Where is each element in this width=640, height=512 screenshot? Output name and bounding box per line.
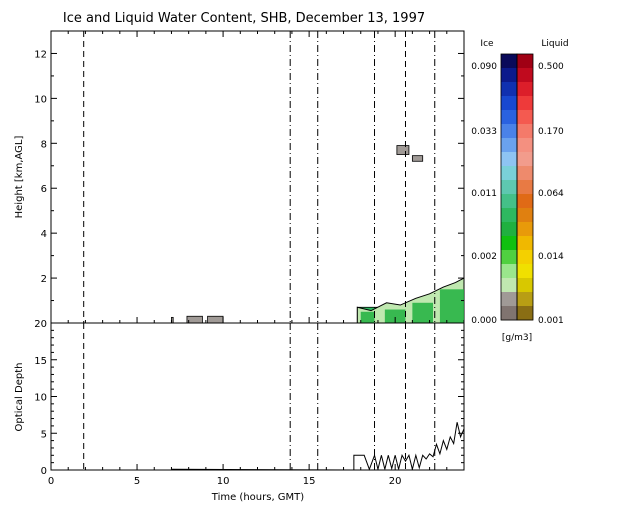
color-swatch (501, 306, 517, 321)
ice-scale-label: 0.033 (471, 127, 497, 137)
low-cloud-layer (356, 277, 465, 324)
color-swatch (517, 292, 533, 307)
color-swatch (501, 152, 517, 167)
color-swatch (517, 222, 533, 237)
liquid-cloud-patch (439, 289, 464, 323)
height-tick-label: 4 (41, 229, 47, 240)
water-content-plot-area (50, 30, 465, 324)
ice-scale-label: 0.090 (471, 62, 497, 72)
liquid-colorbar-title: Liquid (541, 39, 568, 49)
color-swatch (501, 68, 517, 83)
liquid-scale-label: 0.500 (538, 62, 564, 72)
color-swatch (517, 110, 533, 125)
time-axis-label: Time (hours, GMT) (211, 492, 305, 503)
color-swatch (501, 292, 517, 307)
cloud-region-ice (207, 315, 224, 324)
color-swatch (501, 54, 517, 69)
color-swatch (501, 194, 517, 209)
liquid-cloud-patch (360, 311, 375, 323)
height-tick-label: 8 (41, 139, 47, 150)
time-tick-label: 5 (134, 476, 140, 487)
color-swatch (501, 222, 517, 237)
color-swatch (517, 54, 533, 69)
color-swatch (517, 138, 533, 153)
water-content-panel: 2 4 6 8 10 12 Height [km,AGL] (14, 30, 465, 324)
color-swatch (517, 264, 533, 279)
time-tick-label: 10 (217, 476, 230, 487)
ice-scale-label: 0.002 (471, 252, 497, 262)
height-axis-label: Height [km,AGL] (14, 136, 25, 219)
cloud-region-ice (186, 315, 203, 324)
optical-depth-tick-label: 15 (34, 356, 47, 367)
color-swatch (517, 278, 533, 293)
liquid-scale-label: 0.001 (538, 316, 564, 326)
optical-depth-tick-label: 20 (34, 319, 47, 330)
optical-depth-line (51, 422, 465, 471)
color-swatch (501, 278, 517, 293)
color-swatch (517, 236, 533, 251)
liquid-colorbar-frame (516, 53, 534, 321)
color-swatch (501, 166, 517, 181)
color-swatch (517, 194, 533, 209)
optical-depth-ticks: 0 5 10 15 20 (34, 319, 464, 477)
optical-depth-tick-label: 10 (34, 393, 47, 404)
color-swatch (501, 124, 517, 139)
cloud-regions (171, 145, 465, 324)
liquid-cloud-patch (384, 309, 406, 323)
cloud-region-ice (396, 145, 410, 155)
chart-title: Ice and Liquid Water Content, SHB, Decem… (63, 11, 425, 26)
colorbar-units: [g/m3] (502, 333, 532, 343)
liquid-scale-label: 0.014 (538, 252, 564, 262)
height-tick-label: 6 (41, 184, 47, 195)
color-swatch (501, 264, 517, 279)
color-swatch (517, 208, 533, 223)
color-swatch (517, 124, 533, 139)
color-swatch (501, 96, 517, 111)
ice-colorbar-title: Ice (480, 39, 494, 49)
color-swatch (517, 82, 533, 97)
height-tick-label: 12 (34, 49, 47, 60)
color-swatch (517, 250, 533, 265)
height-tick-label: 10 (34, 94, 47, 105)
time-markers-top (83, 31, 436, 323)
color-swatch (501, 236, 517, 251)
ice-scale-label: 0.011 (471, 189, 497, 199)
liquid-color-scale (517, 54, 533, 321)
optical-depth-tick-label: 0 (41, 466, 47, 477)
ice-scale-label: 0.000 (471, 316, 497, 326)
color-swatch (501, 110, 517, 125)
color-swatch (501, 208, 517, 223)
color-swatch (517, 152, 533, 167)
color-swatch (517, 306, 533, 321)
height-tick-label: 2 (41, 274, 47, 285)
optical-depth-panel: 0 5 10 15 20 0 5 10 15 20 Optical Depth Time (ho… (14, 319, 465, 503)
color-swatch (517, 166, 533, 181)
color-swatch (517, 180, 533, 195)
optical-depth-plot-area (50, 322, 465, 471)
time-tick-label: 15 (303, 476, 316, 487)
color-swatch (517, 96, 533, 111)
colorbar: Ice Liquid 0.090 0.033 0.011 0.002 0.000 0.5… (471, 39, 568, 343)
time-tick-label: 20 (389, 476, 402, 487)
color-swatch (501, 82, 517, 97)
ice-colorbar-labels: 0.090 0.033 0.011 0.002 0.000 (471, 62, 497, 326)
cloud-region-ice (411, 155, 424, 162)
color-swatch (501, 180, 517, 195)
color-swatch (517, 68, 533, 83)
color-swatch (501, 250, 517, 265)
time-tick-label: 0 (48, 476, 54, 487)
ice-color-scale (501, 54, 517, 321)
optical-depth-tick-label: 5 (41, 429, 47, 440)
liquid-colorbar-labels: 0.500 0.170 0.064 0.014 0.001 (538, 62, 564, 326)
time-markers-bottom (83, 323, 436, 470)
liquid-scale-label: 0.170 (538, 127, 564, 137)
liquid-scale-label: 0.064 (538, 189, 564, 199)
color-swatch (501, 138, 517, 153)
liquid-cloud-patch (412, 302, 434, 323)
optical-depth-axis-label: Optical Depth (14, 363, 25, 432)
